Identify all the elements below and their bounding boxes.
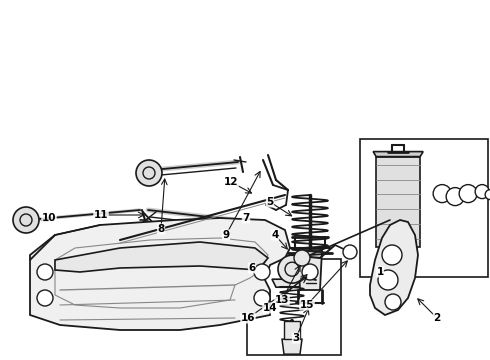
Text: 8: 8 — [157, 224, 165, 234]
Polygon shape — [55, 242, 268, 272]
Text: 14: 14 — [263, 303, 277, 313]
Circle shape — [294, 250, 310, 266]
Text: 3: 3 — [293, 333, 299, 343]
Polygon shape — [282, 339, 302, 354]
Polygon shape — [376, 157, 420, 247]
Text: 11: 11 — [94, 210, 108, 220]
Text: 6: 6 — [248, 263, 256, 273]
Circle shape — [433, 185, 451, 203]
Polygon shape — [272, 279, 312, 287]
Circle shape — [254, 264, 270, 280]
Polygon shape — [373, 152, 423, 157]
Text: 13: 13 — [275, 295, 289, 305]
Text: 9: 9 — [222, 230, 229, 240]
Text: 1: 1 — [376, 267, 384, 277]
Circle shape — [302, 264, 318, 280]
Circle shape — [37, 264, 53, 280]
Text: 5: 5 — [267, 197, 273, 207]
Circle shape — [343, 245, 357, 259]
Polygon shape — [370, 220, 418, 315]
Text: 16: 16 — [241, 313, 255, 323]
Circle shape — [136, 160, 162, 186]
Circle shape — [459, 185, 477, 203]
Circle shape — [278, 255, 306, 283]
Polygon shape — [30, 218, 290, 330]
Circle shape — [37, 290, 53, 306]
Circle shape — [382, 245, 402, 265]
Polygon shape — [284, 321, 300, 339]
Circle shape — [475, 185, 489, 199]
Circle shape — [485, 190, 490, 199]
Polygon shape — [298, 250, 322, 290]
Text: 7: 7 — [243, 213, 250, 223]
Circle shape — [13, 207, 39, 233]
Circle shape — [254, 290, 270, 306]
Bar — [360, 139, 488, 277]
Text: 15: 15 — [300, 300, 314, 310]
Circle shape — [446, 188, 464, 206]
Bar — [247, 259, 341, 355]
Circle shape — [385, 294, 401, 310]
Text: 12: 12 — [224, 177, 238, 187]
Circle shape — [378, 270, 398, 290]
Text: 4: 4 — [271, 230, 279, 240]
Text: 10: 10 — [42, 213, 56, 223]
Text: 2: 2 — [433, 313, 441, 323]
